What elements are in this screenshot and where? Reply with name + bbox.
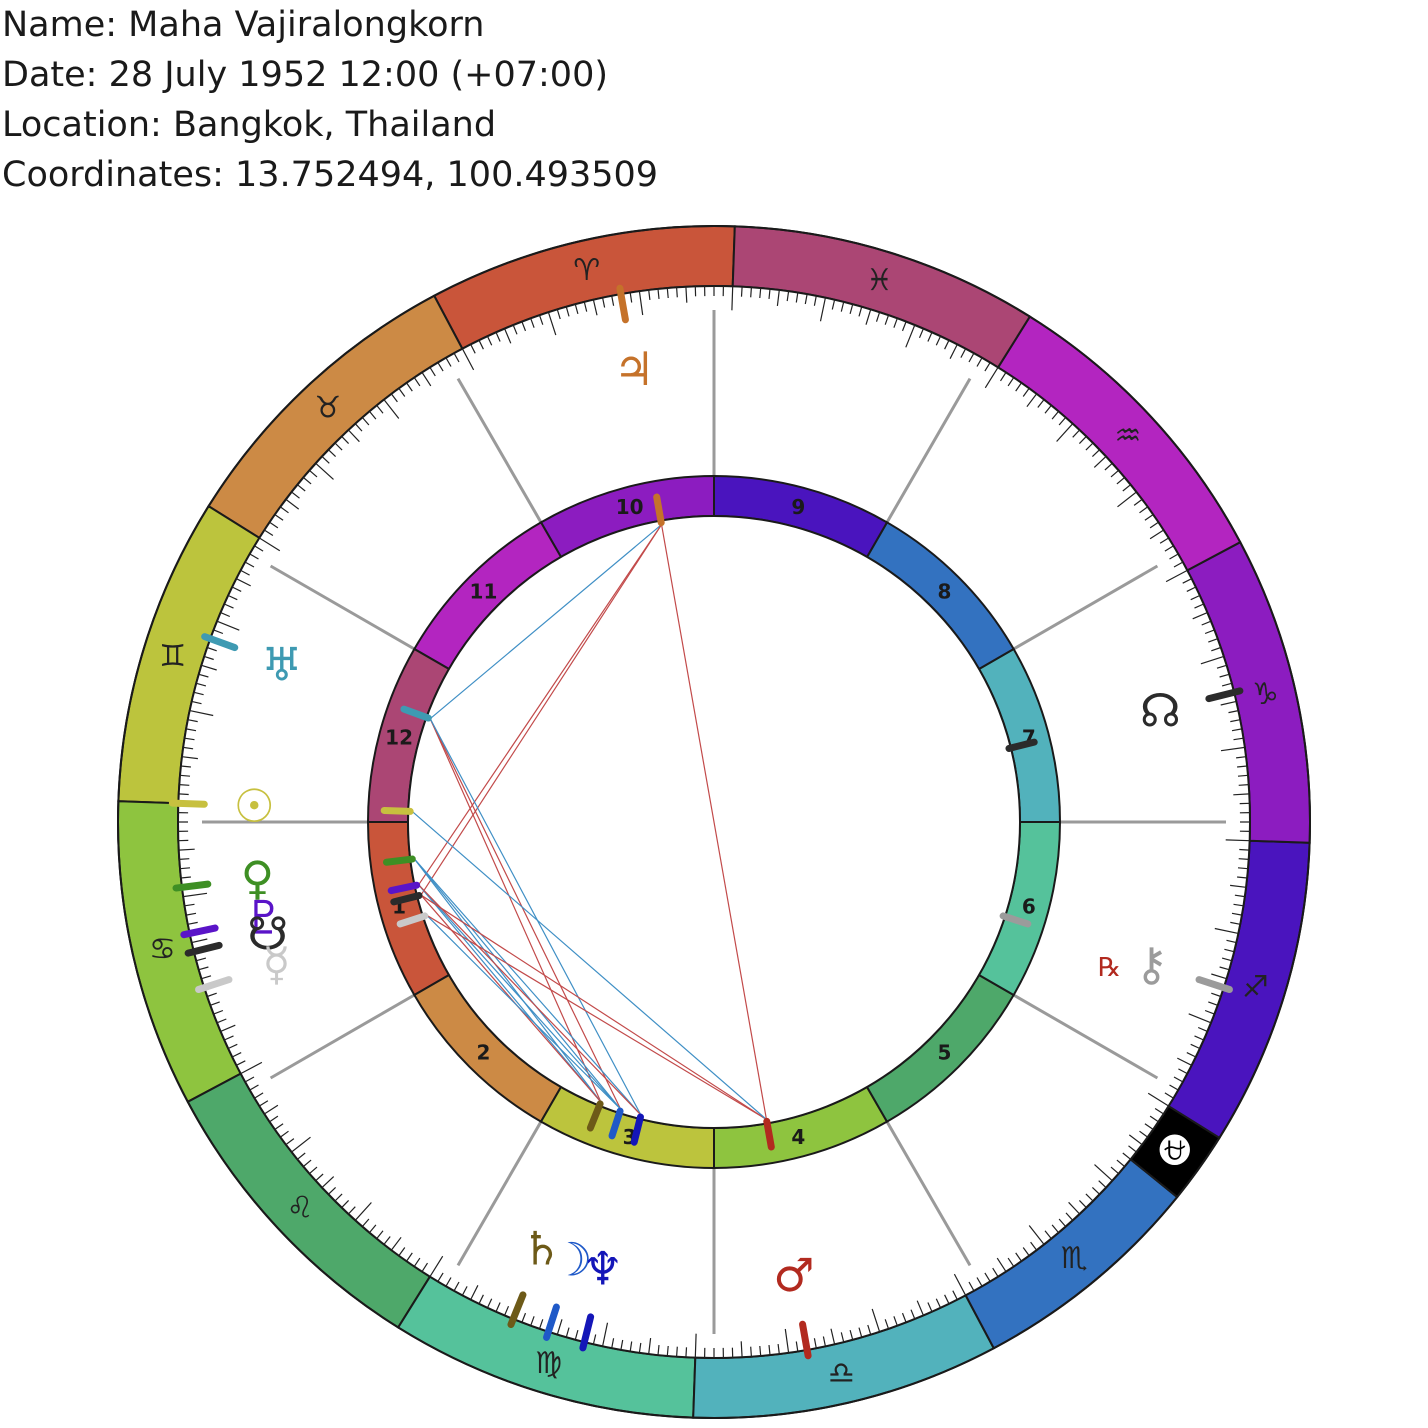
sun-icon: ☉︎ <box>234 779 275 833</box>
mercury-icon: ☿︎ <box>262 937 290 991</box>
chart-header: Name: Maha Vajiralongkorn Date: 28 July … <box>2 0 658 200</box>
mars-icon: ♂︎ <box>773 1248 814 1302</box>
libra-icon: ♎︎ <box>828 1356 855 1391</box>
aspect-trine-venus-moon <box>413 858 622 1110</box>
ophiuchus-icon: ⛎︎ <box>1156 1133 1194 1168</box>
house-number-2: 2 <box>477 1041 491 1065</box>
jupiter-outer-marker <box>616 284 629 324</box>
house-cusp-line-11 <box>456 377 543 524</box>
aspect-trine-venus-neptune <box>413 858 642 1116</box>
name-line: Name: Maha Vajiralongkorn <box>2 5 485 45</box>
mercury-outer-marker <box>195 976 233 993</box>
house-cusp-line-8 <box>1012 564 1159 651</box>
aspect-trine-pluto-moon <box>418 884 622 1110</box>
house-cusp-lines <box>202 310 1226 1334</box>
virgo-icon: ♍︎ <box>535 1346 562 1381</box>
neptune-outer-marker <box>579 1313 595 1352</box>
moon-outer-marker <box>543 1303 560 1341</box>
aspect-square-mercury-mars <box>426 914 767 1120</box>
date-line: Date: 28 July 1952 12:00 (+07:00) <box>2 55 608 95</box>
chiron-icon: ⚷︎ <box>1135 937 1169 991</box>
house-cusp-line-9 <box>885 377 972 524</box>
pisces-icon: ♓︎ <box>866 263 893 298</box>
leo-icon: ♌︎ <box>287 1191 314 1226</box>
aspect-trine-uranus-neptune <box>429 718 642 1116</box>
aspect-square-jupiter-mars <box>660 524 768 1120</box>
house-cusp-line-6 <box>1012 993 1159 1080</box>
house-number-10: 10 <box>616 495 644 519</box>
jupiter-inner-marker <box>653 493 665 527</box>
house-cusp-line-12 <box>269 564 416 651</box>
aspect-trine-sun-mars <box>411 811 767 1120</box>
aspect-square-jupiter-south-node <box>420 524 663 896</box>
outer-rim <box>117 225 1311 1419</box>
house-number-11: 11 <box>470 579 498 603</box>
neptune-icon: ♆︎ <box>582 1241 623 1295</box>
gemini-icon: ♊︎ <box>159 639 186 674</box>
house-cusp-line-2 <box>269 993 416 1080</box>
aries-icon: ♈︎ <box>573 253 600 288</box>
neptune-inner-marker <box>630 1113 644 1146</box>
house-cusp-line-3 <box>456 1120 543 1267</box>
mars-outer-marker <box>799 1320 812 1360</box>
capricorn-icon: ♑︎ <box>1252 677 1279 712</box>
coordinates-line: Coordinates: 13.752494, 100.493509 <box>2 155 659 195</box>
moon-inner-marker <box>608 1107 624 1140</box>
pluto-icon: ♇︎ <box>243 891 284 945</box>
jupiter-icon: ♃︎ <box>613 342 654 396</box>
south-node-inner-marker <box>390 892 423 906</box>
location-line: Location: Bangkok, Thailand <box>2 105 497 145</box>
retrograde-icon: ℞ <box>1098 953 1121 983</box>
aspect-trine-pluto-saturn <box>418 884 602 1103</box>
house-number-8: 8 <box>938 579 952 603</box>
taurus-icon: ♉︎ <box>315 391 342 426</box>
saturn-outer-marker <box>507 1291 527 1329</box>
chiron-outer-marker <box>1195 976 1233 993</box>
aspect-trine-venus-saturn <box>413 858 602 1103</box>
mercury-inner-marker <box>396 912 429 928</box>
planet-markers <box>168 284 1244 1360</box>
aspect-trine-mercury-moon <box>426 914 622 1110</box>
house-number-12: 12 <box>385 726 413 750</box>
uranus-inner-marker <box>400 705 432 722</box>
cancer-icon: ♋︎ <box>149 932 176 967</box>
aspect-trine-jupiter-uranus <box>429 524 662 720</box>
aspect-square-south-node-mars <box>420 894 767 1120</box>
pluto-outer-marker <box>180 924 219 939</box>
sun-inner-marker <box>380 806 414 815</box>
north-node-outer-marker <box>1205 687 1244 703</box>
uranus-icon: ♅︎ <box>261 638 302 692</box>
saturn-icon: ♄︎ <box>521 1222 562 1276</box>
scorpio-icon: ♏︎ <box>1061 1241 1088 1276</box>
venus-inner-marker <box>382 855 416 866</box>
venus-icon: ♀︎ <box>241 851 275 905</box>
saturn-inner-marker <box>586 1100 604 1132</box>
aspect-square-pluto-neptune <box>418 884 642 1116</box>
house-number-5: 5 <box>938 1041 952 1065</box>
uranus-outer-marker <box>201 633 239 652</box>
house-cusp-line-5 <box>885 1120 972 1267</box>
sagittarius-icon: ♐︎ <box>1242 970 1269 1005</box>
aspect-square-jupiter-pluto <box>418 524 663 886</box>
chiron-inner-marker <box>999 912 1032 928</box>
aquarius-icon: ♒︎ <box>1114 418 1141 453</box>
south-node-icon: ☋︎ <box>247 906 288 960</box>
house-number-6: 6 <box>1022 894 1036 918</box>
house-number-4: 4 <box>791 1125 805 1149</box>
aspect-square-uranus-moon <box>429 718 622 1110</box>
sun-outer-marker <box>168 799 208 808</box>
planet-glyphs: ♃︎ ♅︎ ☉︎ ♀︎♇︎☋︎☿︎ ♄︎☽︎♆︎ ♂︎ ⚷︎ ☊︎ ℞ <box>234 342 1181 1302</box>
south-node-outer-marker <box>184 941 223 957</box>
north-node-inner-marker <box>1005 738 1038 752</box>
mars-inner-marker <box>763 1117 775 1151</box>
aspect-lines <box>411 524 768 1120</box>
moon-icon: ☽︎ <box>551 1232 592 1286</box>
north-node-icon: ☊︎ <box>1140 684 1181 738</box>
pluto-inner-marker <box>387 881 421 895</box>
house-number-9: 9 <box>791 495 805 519</box>
venus-outer-marker <box>172 880 212 892</box>
